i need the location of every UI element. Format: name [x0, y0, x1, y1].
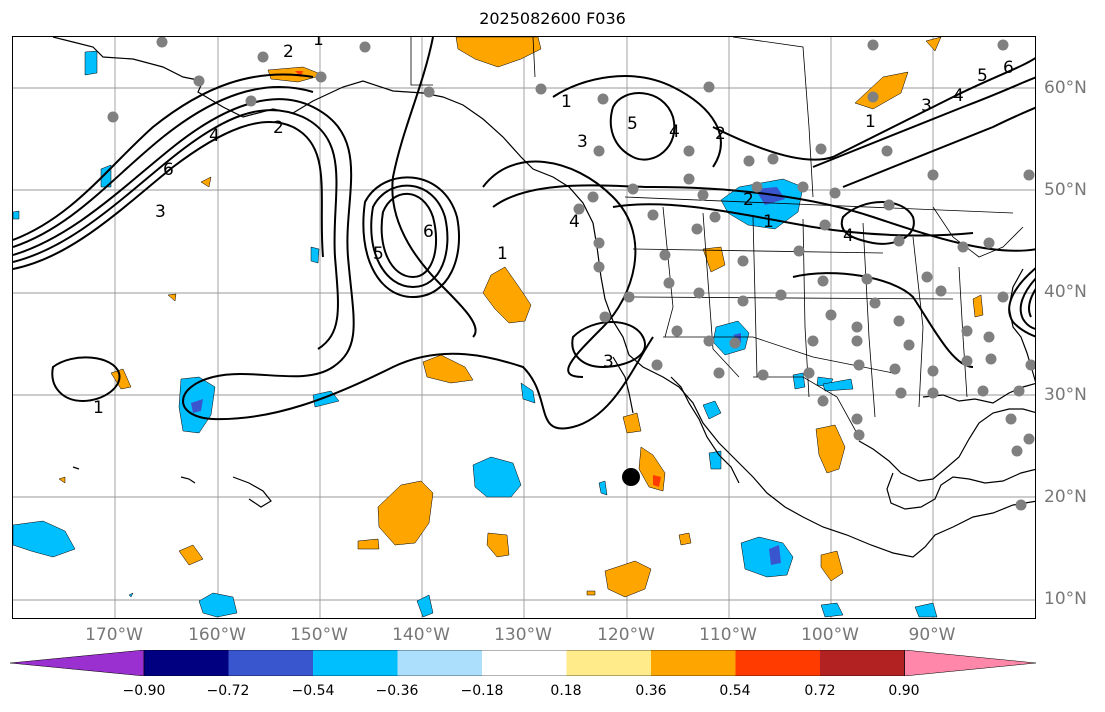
map-title: 2025082600 F036 — [479, 9, 626, 28]
colorbar-segment — [566, 650, 651, 676]
lon-label: 160°W — [188, 625, 246, 645]
colorbar-segment — [904, 650, 1037, 676]
contour-label: 1 — [313, 37, 324, 50]
contour-label: 2 — [743, 190, 754, 210]
contour-label: 3 — [577, 132, 588, 152]
positive-anomaly-areas — [58, 37, 984, 598]
contour-label: 5 — [627, 114, 638, 134]
storm-center-marker — [622, 468, 640, 486]
lon-label: 150°W — [290, 625, 348, 645]
colorbar — [10, 650, 1037, 676]
contour-label: 2 — [283, 42, 294, 62]
contour-lines — [13, 37, 1035, 430]
lat-label: 30°N — [1044, 385, 1087, 405]
colorbar-segment — [313, 650, 398, 676]
colorbar-segment — [228, 650, 313, 676]
station-markers — [107, 37, 1035, 511]
contour-label: 3 — [155, 202, 166, 222]
colorbar-tick: −0.18 — [460, 683, 504, 699]
colorbar-segment — [651, 650, 736, 676]
contour-label: 1 — [93, 398, 104, 418]
contour-label: 1 — [865, 112, 876, 132]
contour-label: 6 — [1003, 58, 1014, 78]
colorbar-segment — [144, 650, 229, 676]
map-canvas: 1 2 1 3 6 4 2 5 6 1 1 3 5 4 2 2 1 4 3 1 … — [13, 37, 1035, 618]
contour-label: 5 — [977, 66, 988, 86]
lon-label: 130°W — [494, 625, 552, 645]
colorbar-tick: 0.54 — [719, 683, 751, 699]
lat-label: 60°N — [1044, 78, 1087, 98]
contour-label: 4 — [953, 86, 964, 106]
lat-label: 10°N — [1044, 589, 1087, 609]
colorbar-tick: −0.36 — [375, 683, 419, 699]
colorbar-segment — [397, 650, 482, 676]
colorbar-tick: 0.72 — [804, 683, 836, 699]
colorbar-tick: 0.18 — [550, 683, 582, 699]
contour-label: 4 — [843, 226, 854, 246]
state-borders — [410, 37, 1024, 438]
graticule — [13, 37, 1035, 618]
colorbar-tick: −0.90 — [122, 683, 166, 699]
lon-label: 100°W — [801, 625, 859, 645]
colorbar-tick: −0.54 — [291, 683, 335, 699]
lat-label: 40°N — [1044, 282, 1087, 302]
contour-label: 4 — [569, 212, 580, 232]
contour-label: 6 — [163, 160, 174, 180]
map-panel: 1 2 1 3 6 4 2 5 6 1 1 3 5 4 2 2 1 4 3 1 … — [12, 36, 1036, 619]
contour-label: 4 — [209, 126, 220, 146]
colorbar-segment — [735, 650, 820, 676]
colorbar-tick: 0.36 — [635, 683, 667, 699]
contour-label: 5 — [373, 244, 384, 264]
colorbar-tick: −0.72 — [206, 683, 250, 699]
contour-label: 2 — [273, 118, 284, 138]
lon-label: 90°W — [908, 625, 956, 645]
contour-label: 1 — [561, 92, 572, 112]
coastlines — [52, 37, 1035, 558]
lon-label: 170°W — [85, 625, 143, 645]
lat-label: 20°N — [1044, 487, 1087, 507]
contour-label: 6 — [423, 222, 434, 242]
contour-label: 4 — [669, 122, 680, 142]
lat-label: 50°N — [1044, 180, 1087, 200]
colorbar-segment — [10, 650, 145, 676]
strong-negative-areas — [191, 187, 785, 565]
colorbar-segment — [482, 650, 567, 676]
contour-label: 3 — [603, 352, 614, 372]
colorbar-segment — [820, 650, 905, 676]
contour-label: 1 — [497, 244, 508, 264]
contour-label: 3 — [921, 96, 932, 116]
lon-label: 110°W — [699, 625, 757, 645]
lon-label: 120°W — [597, 625, 655, 645]
contour-label: 2 — [715, 124, 726, 144]
lon-label: 140°W — [392, 625, 450, 645]
contour-label: 1 — [763, 212, 774, 232]
colorbar-tick: 0.90 — [888, 683, 920, 699]
contour-label-group: 1 2 1 3 6 4 2 5 6 1 1 3 5 4 2 2 1 4 3 1 … — [93, 37, 1014, 418]
